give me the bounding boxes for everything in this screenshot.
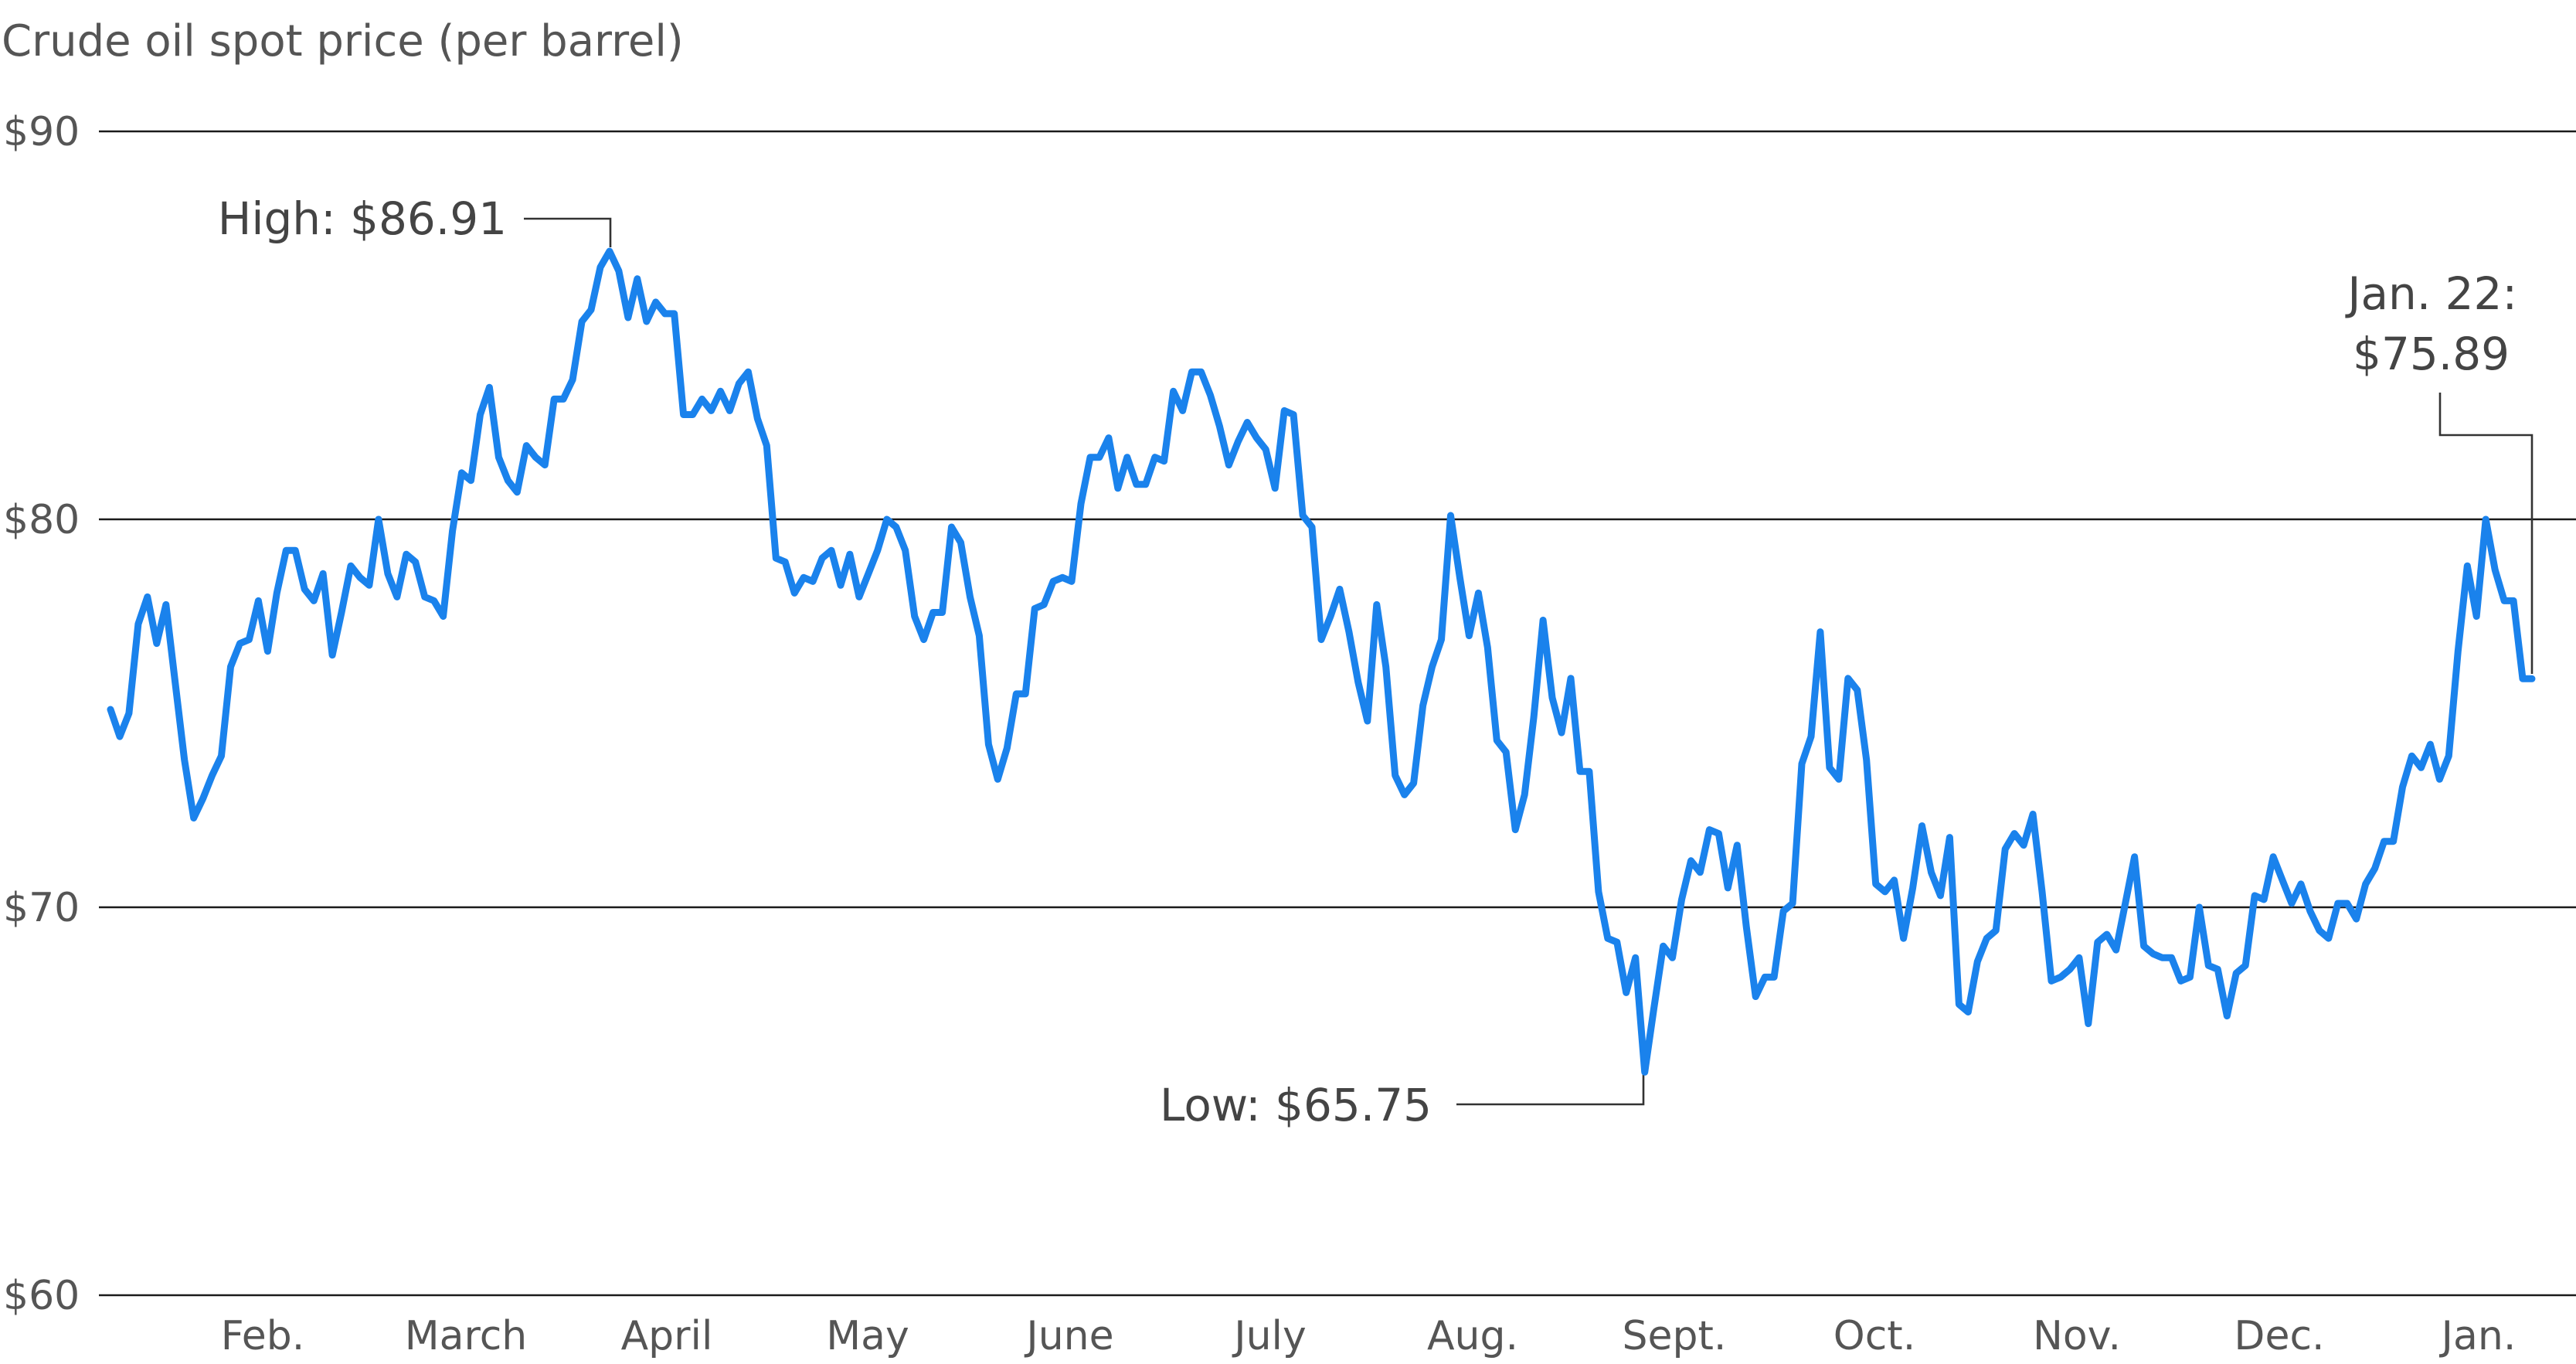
y-tick-label-90: $90 bbox=[3, 109, 80, 155]
x-tick-label-oct: Oct. bbox=[1833, 1313, 1915, 1359]
low-annotation-label: Low: $65.75 bbox=[1160, 1079, 1432, 1131]
latest-annotation-leader bbox=[2438, 393, 2534, 674]
series-layer bbox=[107, 247, 2536, 1076]
price-line bbox=[107, 247, 2536, 1076]
x-tick-label-april: April bbox=[621, 1313, 713, 1359]
x-tick-label-july: July bbox=[1232, 1313, 1307, 1359]
low-annotation-leader bbox=[1456, 1073, 1645, 1106]
latest-annotation-label-date: Jan. 22: bbox=[2345, 267, 2517, 320]
x-tick-label-aug: Aug. bbox=[1427, 1313, 1518, 1359]
gridlines bbox=[99, 130, 2576, 1297]
y-tick-label-60: $60 bbox=[3, 1273, 80, 1319]
x-tick-label-june: June bbox=[1024, 1313, 1113, 1359]
x-tick-label-dec: Dec. bbox=[2234, 1313, 2324, 1359]
x-axis-ticks: Feb. March April May June July Aug. Sept… bbox=[221, 1313, 2517, 1359]
latest-annotation-label-value: $75.89 bbox=[2353, 328, 2510, 380]
y-tick-label-80: $80 bbox=[3, 497, 80, 543]
annotations: High: $86.91 Low: $65.75 Jan. 22: $75.89 bbox=[218, 192, 2534, 1131]
x-tick-label-feb: Feb. bbox=[221, 1313, 305, 1359]
x-tick-label-nov: Nov. bbox=[2033, 1313, 2121, 1359]
x-tick-label-sept: Sept. bbox=[1623, 1313, 1727, 1359]
x-tick-label-march: March bbox=[405, 1313, 528, 1359]
x-tick-label-jan: Jan. bbox=[2439, 1313, 2517, 1359]
high-annotation-label: High: $86.91 bbox=[218, 192, 507, 245]
chart-title: Crude oil spot price (per barrel) bbox=[2, 16, 684, 66]
y-tick-label-70: $70 bbox=[3, 885, 80, 931]
x-tick-label-may: May bbox=[826, 1313, 909, 1359]
y-axis-ticks: $90 $80 $70 $60 bbox=[3, 109, 80, 1319]
high-annotation-leader bbox=[524, 217, 612, 247]
